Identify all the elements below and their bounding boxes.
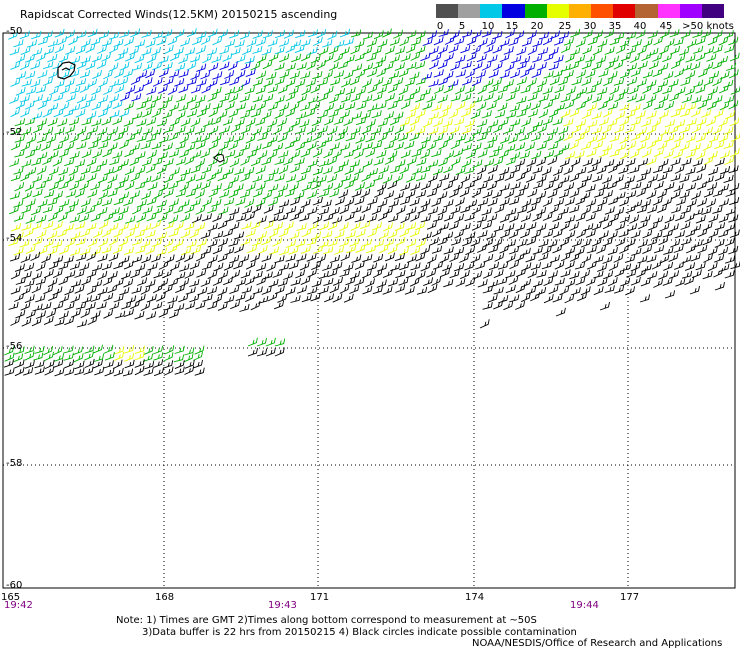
lon-label: 174 xyxy=(465,592,485,603)
lat-label: -56 xyxy=(6,341,23,352)
lat-label: -52 xyxy=(6,127,23,138)
lon-label: 168 xyxy=(155,592,175,603)
credit-line: NOAA/NESDIS/Office of Research and Appli… xyxy=(472,638,723,649)
legend-label: 30 xyxy=(583,21,597,32)
legend-label: 10 xyxy=(481,21,495,32)
legend-swatch xyxy=(591,4,614,18)
legend-swatch xyxy=(613,4,636,18)
legend-label: 5 xyxy=(458,21,466,32)
map-title: Rapidscat Corrected Winds(12.5KM) 201502… xyxy=(20,8,338,21)
time-label: 19:43 xyxy=(268,600,297,611)
legend-swatch xyxy=(635,4,658,18)
legend-swatch xyxy=(701,4,725,18)
legend-label: 35 xyxy=(608,21,622,32)
lat-label: -50 xyxy=(6,26,23,37)
legend-swatch xyxy=(480,4,503,18)
lon-label: 171 xyxy=(310,592,330,603)
legend-label: >50 knots xyxy=(682,21,734,32)
graticule xyxy=(3,33,735,588)
wind-barbs xyxy=(3,28,740,377)
lat-label: -60 xyxy=(6,580,23,591)
lat-label: -58 xyxy=(6,458,23,469)
time-label: 19:44 xyxy=(570,600,599,611)
time-label: 19:42 xyxy=(4,600,33,611)
island-outlines xyxy=(57,61,225,163)
legend-swatch xyxy=(524,4,547,18)
legend-swatch xyxy=(546,4,569,18)
legend-label: 15 xyxy=(505,21,519,32)
legend-swatch xyxy=(568,4,592,18)
note-line-2: 3)Data buffer is 22 hrs from 20150215 4)… xyxy=(142,627,577,638)
wind-speed-legend xyxy=(436,4,725,18)
legend-swatch xyxy=(458,4,481,18)
lon-label: 165 xyxy=(1,592,21,603)
legend-label: 45 xyxy=(659,21,673,32)
lat-label: -54 xyxy=(6,233,23,244)
legend-swatch xyxy=(679,4,702,18)
map-frame xyxy=(2,32,736,589)
legend-label: 0 xyxy=(436,21,444,32)
legend-label: 40 xyxy=(633,21,647,32)
legend-swatch xyxy=(436,4,459,18)
legend-label: 25 xyxy=(558,21,572,32)
note-line-1: Note: 1) Times are GMT 2)Times along bot… xyxy=(116,615,537,626)
lon-label: 177 xyxy=(620,592,640,603)
legend-swatch xyxy=(657,4,680,18)
legend-swatch xyxy=(502,4,525,18)
legend-label: 20 xyxy=(530,21,544,32)
